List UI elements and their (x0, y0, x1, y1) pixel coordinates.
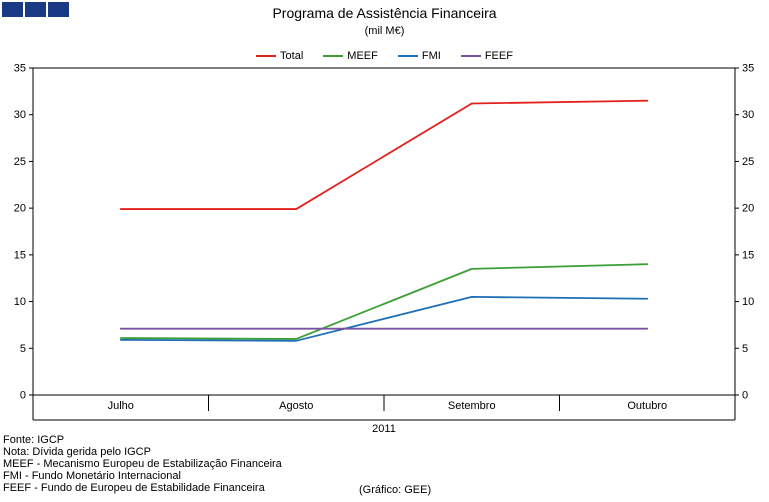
legend-label: MEEF (347, 50, 378, 62)
legend-label: FMI (421, 50, 441, 62)
x-tick-label: Agosto (279, 400, 313, 412)
series-line-total (119, 99, 649, 210)
y-tick-label-left: 30 (14, 109, 26, 121)
legend-label: Total (280, 50, 304, 62)
fmi-definition: FMI - Fundo Monetário Internacional (3, 470, 181, 482)
gee-logo (2, 2, 69, 17)
legend-label: FEEF (484, 50, 513, 62)
y-tick-label-left: 0 (20, 390, 26, 402)
plot-border (32, 67, 736, 396)
y-tick-label-left: 5 (20, 343, 26, 355)
y-tick-label-right: 5 (742, 343, 748, 355)
y-tick-label-left: 20 (14, 203, 26, 215)
series-line-fmi (119, 295, 649, 342)
legend-item-total: Total (256, 50, 303, 62)
y-tick-label-left: 10 (14, 296, 26, 308)
x-tick-label: Setembro (448, 400, 496, 412)
legend-line-swatch (256, 55, 277, 57)
y-tick-label-right: 15 (742, 249, 754, 261)
logo-square (2, 2, 23, 17)
y-tick-label-right: 35 (742, 64, 754, 75)
series-line-meef (119, 263, 649, 340)
legend-line-swatch (397, 55, 418, 57)
x-tick-label: Julho (108, 400, 134, 412)
logo-square (25, 2, 46, 17)
y-tick-label-left: 25 (14, 156, 26, 168)
y-tick-label-left: 15 (14, 249, 26, 261)
meef-definition: MEEF - Mecanismo Europeu de Estabilizaçã… (3, 458, 282, 470)
legend-item-feef: FEEF (460, 50, 513, 62)
y-tick-label-left: 35 (14, 64, 26, 75)
legend-item-meef: MEEF (323, 50, 378, 62)
y-tick-label-right: 10 (742, 296, 754, 308)
feef-definition: FEEF - Fundo de Europeu de Estabilidade … (3, 482, 265, 494)
legend-item-fmi: FMI (397, 50, 441, 62)
footer-notes: Fonte: IGCP Nota: Dívida gerida pelo IGC… (3, 434, 769, 496)
chart-subtitle: (mil M€) (364, 25, 405, 37)
y-tick-label-right: 25 (742, 156, 754, 168)
chart-legend: Total MEEF FMI FEEF (0, 50, 769, 62)
x-group-label: 2011 (372, 423, 396, 435)
chart-credit: (Gráfico: GEE) (359, 484, 432, 496)
legend-line-swatch (460, 55, 481, 57)
line-chart: 0 0 5 5 10 10 15 15 20 20 25 25 30 30 35 35 Julho Agosto S… (14, 64, 755, 435)
logo-square (48, 2, 69, 17)
source-note: Fonte: IGCP (3, 434, 65, 446)
x-tick-label: Outubro (627, 400, 667, 412)
legend-line-swatch (323, 55, 344, 57)
y-tick-label-right: 0 (742, 390, 748, 402)
debt-note: Nota: Dívida gerida pelo IGCP (3, 446, 151, 458)
chart-title: Programa de Assistência Financeira (272, 5, 497, 21)
y-tick-label-right: 20 (742, 203, 754, 215)
y-tick-label-right: 30 (742, 109, 754, 121)
